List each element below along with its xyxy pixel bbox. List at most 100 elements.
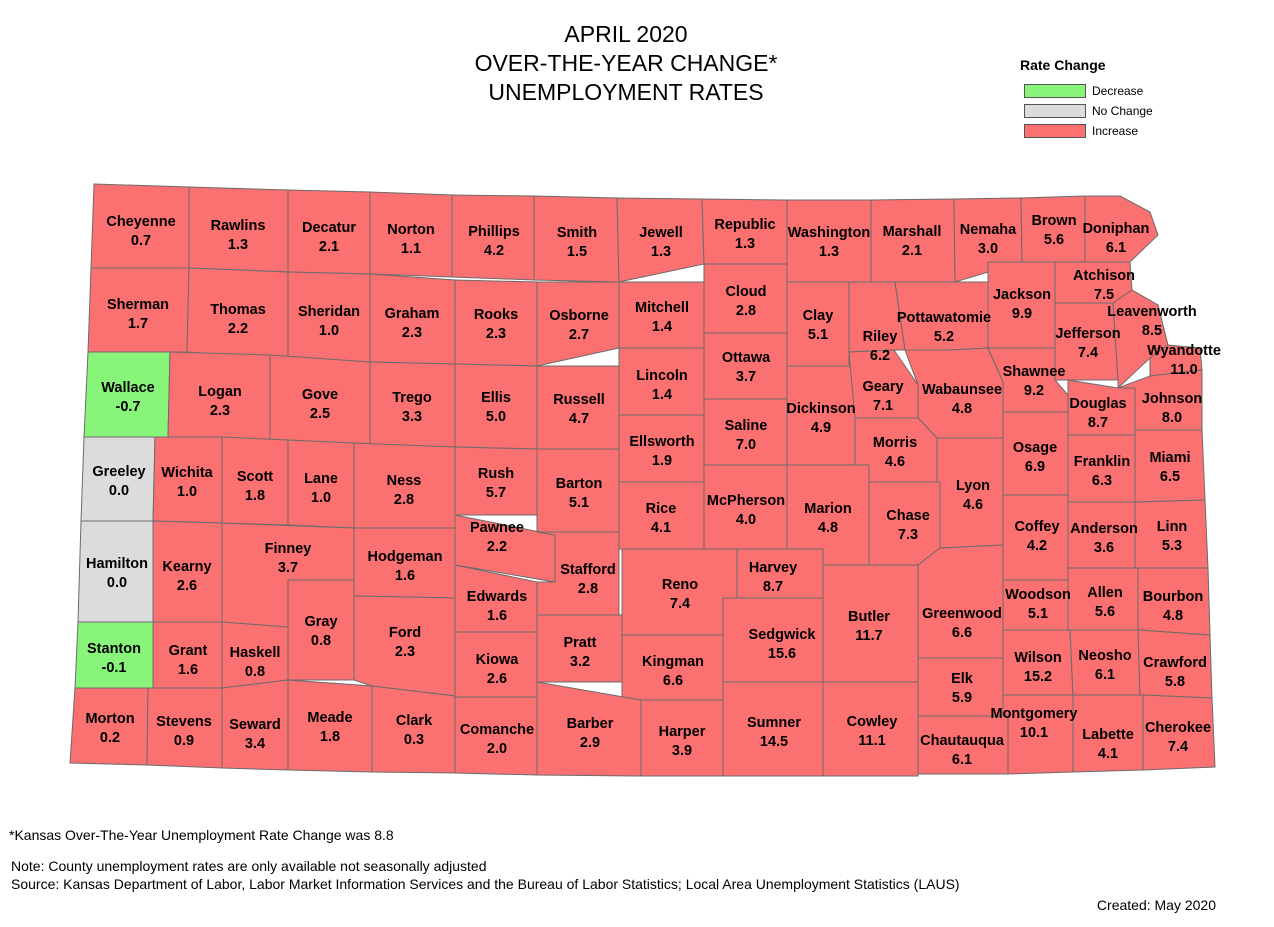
county-value-morris: 4.6 xyxy=(885,454,905,470)
county-name-comanche: Comanche xyxy=(460,722,534,738)
county-value-cherokee: 7.4 xyxy=(1168,739,1188,755)
county-name-hodgeman: Hodgeman xyxy=(368,549,443,565)
county-name-kingman: Kingman xyxy=(642,654,704,670)
county-name-wilson: Wilson xyxy=(1014,650,1061,666)
county-marshall xyxy=(870,198,956,283)
county-name-smith: Smith xyxy=(557,225,597,241)
county-value-chase: 7.3 xyxy=(898,527,918,543)
county-name-ellsworth: Ellsworth xyxy=(629,434,694,450)
county-value-saline: 7.0 xyxy=(736,437,756,453)
county-name-sheridan: Sheridan xyxy=(298,304,360,320)
legend-title: Rate Change xyxy=(1020,57,1106,73)
county-value-lincoln: 1.4 xyxy=(652,387,672,403)
county-value-jefferson: 7.4 xyxy=(1078,345,1098,361)
county-value-harvey: 8.7 xyxy=(763,579,783,595)
county-name-rush: Rush xyxy=(478,466,514,482)
legend-swatch-decrease xyxy=(1024,84,1086,98)
county-name-trego: Trego xyxy=(392,390,432,406)
county-value-stevens: 0.9 xyxy=(174,733,194,749)
county-name-coffey: Coffey xyxy=(1014,519,1059,535)
county-name-riley: Riley xyxy=(863,329,898,345)
county-value-wilson: 15.2 xyxy=(1024,669,1052,685)
county-name-douglas: Douglas xyxy=(1069,396,1126,412)
county-name-kiowa: Kiowa xyxy=(476,652,520,668)
county-value-gray: 0.8 xyxy=(311,633,331,649)
county-value-morton: 0.2 xyxy=(100,730,120,746)
county-wyandotte xyxy=(1149,344,1203,377)
county-value-lyon: 4.6 xyxy=(963,497,983,513)
county-name-shawnee: Shawnee xyxy=(1003,364,1066,380)
county-name-pawnee: Pawnee xyxy=(470,520,524,536)
title-line-3: UNEMPLOYMENT RATES xyxy=(488,79,764,105)
county-name-sedgwick: Sedgwick xyxy=(749,627,817,643)
county-ottawa xyxy=(703,332,788,400)
county-name-sherman: Sherman xyxy=(107,297,169,313)
county-value-finney: 3.7 xyxy=(278,560,298,576)
county-name-pratt: Pratt xyxy=(563,635,596,651)
county-value-osborne: 2.7 xyxy=(569,327,589,343)
legend-swatch-no-change xyxy=(1024,104,1086,118)
kansas-county-map: Cheyenne 0.7 Rawlins 1.3 Decatur 2.1 Norton 1.1… xyxy=(69,183,1221,777)
county-name-jackson: Jackson xyxy=(993,287,1051,303)
county-name-rice: Rice xyxy=(646,501,677,517)
county-value-leavenworth: 8.5 xyxy=(1142,323,1162,339)
county-name-russell: Russell xyxy=(553,392,605,408)
county-name-ford: Ford xyxy=(389,625,421,641)
county-value-haskell: 0.8 xyxy=(245,664,265,680)
county-labels: Cheyenne 0.7 Rawlins 1.3 Decatur 2.1 Norton 1.1… xyxy=(85,213,1220,768)
county-value-ottawa: 3.7 xyxy=(736,369,756,385)
county-value-montgomery: 10.1 xyxy=(1020,725,1048,741)
county-value-labette: 4.1 xyxy=(1098,746,1118,762)
county-name-johnson: Johnson xyxy=(1142,391,1202,407)
county-value-johnson: 8.0 xyxy=(1162,410,1182,426)
county-value-neosho: 6.1 xyxy=(1095,667,1115,683)
county-value-rawlins: 1.3 xyxy=(228,237,248,253)
county-name-geary: Geary xyxy=(862,379,903,395)
county-riley xyxy=(848,281,906,353)
county-cowley xyxy=(822,681,919,777)
county-value-sedgwick: 15.6 xyxy=(768,646,796,662)
title-line-1: APRIL 2020 xyxy=(564,21,688,47)
county-value-gove: 2.5 xyxy=(310,406,330,422)
legend-label-increase: Increase xyxy=(1092,124,1139,138)
county-value-wichita: 1.0 xyxy=(177,484,197,500)
county-value-osage: 6.9 xyxy=(1025,459,1045,475)
county-value-ellis: 5.0 xyxy=(486,409,506,425)
county-name-lyon: Lyon xyxy=(956,478,990,494)
county-value-cowley: 11.1 xyxy=(858,733,885,749)
county-name-sumner: Sumner xyxy=(747,715,801,731)
county-value-woodson: 5.1 xyxy=(1028,606,1048,622)
county-value-marion: 4.8 xyxy=(818,520,838,536)
county-value-hamilton: 0.0 xyxy=(107,575,127,591)
county-name-greenwood: Greenwood xyxy=(922,606,1002,622)
county-name-wabaunsee: Wabaunsee xyxy=(922,382,1002,398)
notes: Note: County unemployment rates are only… xyxy=(11,857,960,893)
county-value-riley: 6.2 xyxy=(870,348,890,364)
county-name-montgomery: Montgomery xyxy=(991,706,1078,722)
county-value-brown: 5.6 xyxy=(1044,232,1064,248)
county-value-pratt: 3.2 xyxy=(570,654,590,670)
county-name-stevens: Stevens xyxy=(156,714,212,730)
county-value-marshall: 2.1 xyxy=(902,243,922,259)
county-name-stanton: Stanton xyxy=(87,641,141,657)
county-name-hamilton: Hamilton xyxy=(86,556,148,572)
county-name-chautauqua: Chautauqua xyxy=(920,733,1005,749)
county-name-elk: Elk xyxy=(951,671,974,687)
county-name-franklin: Franklin xyxy=(1074,454,1130,470)
county-clark xyxy=(371,685,456,774)
county-name-jefferson: Jefferson xyxy=(1055,326,1120,342)
county-value-lane: 1.0 xyxy=(311,490,331,506)
county-value-stanton: -0.1 xyxy=(102,660,127,676)
county-name-edwards: Edwards xyxy=(467,589,527,605)
county-name-barber: Barber xyxy=(567,716,614,732)
county-value-smith: 1.5 xyxy=(567,244,587,260)
county-value-shawnee: 9.2 xyxy=(1024,383,1044,399)
county-value-pawnee: 2.2 xyxy=(487,539,507,555)
county-value-washington: 1.3 xyxy=(819,244,839,260)
county-value-ford: 2.3 xyxy=(395,644,415,660)
county-name-meade: Meade xyxy=(307,710,352,726)
county-name-thomas: Thomas xyxy=(210,302,266,318)
county-value-mcpherson: 4.0 xyxy=(736,512,756,528)
county-name-pottawatomie: Pottawatomie xyxy=(897,310,991,326)
legend-item-no-change: No Change xyxy=(1020,101,1153,121)
